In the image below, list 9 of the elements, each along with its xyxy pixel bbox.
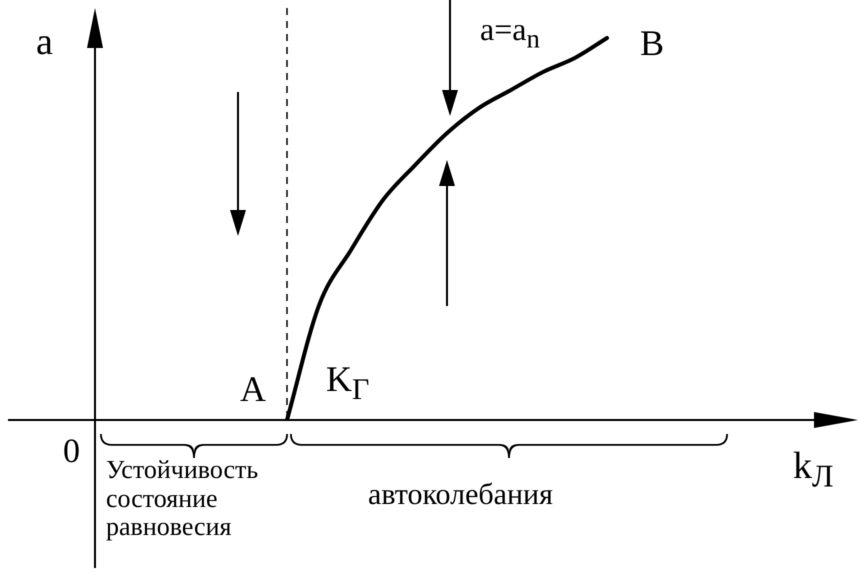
text: автоколебания <box>368 478 554 511</box>
text: 0 <box>63 433 81 470</box>
annotation: A <box>240 369 267 410</box>
y-axis-title: a <box>36 21 53 64</box>
x-axis-title: k$_{Л}$ <box>793 445 834 494</box>
annotation: a=a$_{n}$ <box>480 11 541 54</box>
annotation: B <box>640 23 666 64</box>
annotation: K$_{Г}$ <box>326 359 370 406</box>
text: Устойчивость состояние равновесия <box>106 455 260 542</box>
